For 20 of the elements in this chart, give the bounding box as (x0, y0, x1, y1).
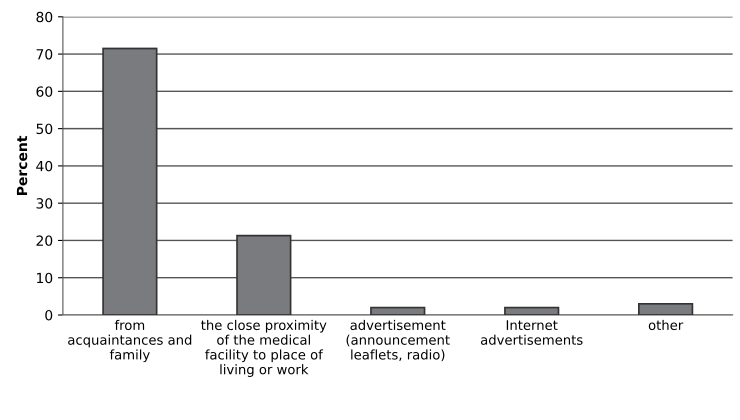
bar (370, 306, 426, 315)
bar (504, 306, 560, 315)
y-tick-label: 70 (36, 49, 52, 60)
y-tick-label: 40 (36, 160, 52, 172)
y-tick-label: 50 (36, 124, 52, 134)
x-tick-label: advertisement (announcement leaflets, radio) (346, 320, 450, 362)
bar (102, 48, 158, 315)
y-tick-label: 20 (36, 235, 52, 246)
x-tick-label: other (648, 320, 684, 330)
y-tick-label: 80 (36, 12, 52, 22)
x-tick-label: from acquaintances and family (68, 320, 192, 362)
y-tick-label: 60 (36, 86, 52, 97)
bar (236, 234, 292, 315)
x-tick-label: Internet advertisements (480, 320, 583, 345)
y-tick-label: 0 (45, 310, 52, 320)
x-tick-label: the close proximity of the medical facility to place of living or work (201, 320, 326, 377)
y-axis-title: Percent (16, 136, 28, 195)
y-tick-label: 10 (37, 272, 52, 284)
y-tick-label: 30 (36, 198, 52, 209)
bar (638, 302, 694, 315)
